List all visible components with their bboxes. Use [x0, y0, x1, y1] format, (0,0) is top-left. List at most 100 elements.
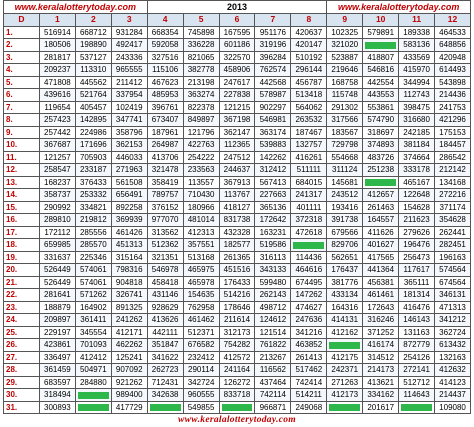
- column-header-month: 8: [290, 13, 328, 27]
- result-cell: 414131: [326, 313, 364, 327]
- result-cell: 209237: [38, 63, 76, 77]
- result-cell: 117617: [398, 263, 436, 277]
- result-cell: 214436: [434, 88, 471, 102]
- result-cell: 146143: [398, 313, 436, 327]
- result-cell: 224986: [74, 125, 112, 139]
- column-header-month: 9: [326, 13, 364, 27]
- result-cell: 196163: [434, 250, 471, 264]
- table-row: 16. 289810 219812 369939 977070 481014 831738 1…: [3, 213, 471, 227]
- result-cell: 279626: [398, 225, 436, 239]
- result-cell: 456381: [362, 275, 400, 289]
- result-cell: 145681: [326, 175, 364, 189]
- result-cell: 510192: [290, 50, 328, 64]
- result-cell: 125241: [110, 350, 148, 364]
- result-cell: 247617: [218, 75, 256, 89]
- table-row: 11. 121257 705903 446033 413706 254222 247512 1…: [3, 150, 471, 164]
- day-label: 23.: [3, 300, 40, 314]
- site-url-left[interactable]: www.keralalotterytoday.com: [3, 0, 148, 14]
- result-cell: 574564: [434, 263, 471, 277]
- result-cell: 578987: [254, 88, 292, 102]
- result-cell: 243512: [326, 188, 364, 202]
- result-cell: 960555: [182, 388, 220, 402]
- result-cell: 562651: [326, 250, 364, 264]
- result-cell: 516914: [38, 25, 76, 39]
- table-row: 14. 358737 253332 656491 789757 710430 113767 2…: [3, 188, 471, 202]
- table-row: 22. 281641 571262 326741 431146 154635 514216 2…: [3, 288, 471, 302]
- results-table: www.keralalotterytoday.com 2013 www.kera…: [3, 0, 471, 414]
- site-url-right[interactable]: www.keralalotterytoday.com: [326, 0, 471, 14]
- result-cell: 412657: [362, 188, 400, 202]
- result-cell: 300893: [38, 400, 76, 414]
- green-bar: [329, 404, 361, 412]
- result-cell: 833718: [218, 388, 256, 402]
- result-cell: 391738: [326, 213, 364, 227]
- result-cell: 244637: [218, 163, 256, 177]
- footer-site-url[interactable]: www.keralalotterytoday.com: [178, 415, 296, 425]
- blank-marker-cell: [74, 388, 112, 402]
- result-cell: 241164: [218, 363, 256, 377]
- column-header-month: 10: [362, 13, 400, 27]
- result-cell: 363274: [182, 88, 220, 102]
- result-cell: 334162: [362, 388, 400, 402]
- result-cell: 362153: [110, 138, 148, 152]
- result-cell: 574790: [362, 113, 400, 127]
- result-cell: 965555: [110, 63, 148, 77]
- result-cell: 176433: [218, 275, 256, 289]
- result-cell: 290992: [38, 200, 76, 214]
- table-row: 7. 119654 405457 102419 396761 822378 121215 90…: [3, 100, 471, 114]
- result-cell: 849897: [182, 113, 220, 127]
- result-cell: 326741: [110, 288, 148, 302]
- result-cell: 498712: [254, 300, 292, 314]
- column-header-month: 4: [146, 13, 184, 27]
- result-cell: 683597: [38, 375, 76, 389]
- table-row: 4. 209237 113310 965555 115106 382778 458906 76…: [3, 63, 471, 77]
- result-cell: 256473: [398, 250, 436, 264]
- result-cell: 154628: [398, 200, 436, 214]
- result-cell: 164557: [362, 213, 400, 227]
- green-bar: [365, 179, 397, 187]
- year-label: 2013: [146, 0, 328, 14]
- blank-marker-cell: [362, 38, 400, 52]
- result-cell: 513168: [182, 250, 220, 264]
- result-cell: 481014: [182, 213, 220, 227]
- result-cell: 798316: [110, 263, 148, 277]
- result-cell: 172643: [362, 300, 400, 314]
- result-cell: 227663: [254, 188, 292, 202]
- result-cell: 254222: [182, 150, 220, 164]
- result-cell: 412173: [326, 388, 364, 402]
- result-cell: 358796: [110, 125, 148, 139]
- result-cell: 132163: [434, 350, 471, 364]
- result-cell: 554668: [326, 150, 364, 164]
- blank-marker-cell: [74, 400, 112, 414]
- result-cell: 311124: [326, 163, 364, 177]
- day-label: 11.: [3, 150, 40, 164]
- result-cell: 121257: [38, 150, 76, 164]
- day-label: 5.: [3, 75, 40, 89]
- result-cell: 443553: [362, 88, 400, 102]
- result-cell: 365111: [398, 275, 436, 289]
- result-cell: 574061: [74, 275, 112, 289]
- result-cell: 416476: [398, 300, 436, 314]
- column-header-row: D 1 2 3 4 5 6 7 8 9 10 11 12: [3, 13, 471, 27]
- result-cell: 418807: [362, 50, 400, 64]
- day-label: 18.: [3, 238, 40, 252]
- result-cell: 362147: [218, 125, 256, 139]
- result-cell: 416174: [362, 338, 400, 352]
- table-row: 9. 257442 224986 358796 187961 121796 362147 36…: [3, 125, 471, 139]
- result-cell: 113767: [218, 188, 256, 202]
- result-cell: 362724: [434, 325, 471, 339]
- result-cell: 517462: [290, 363, 328, 377]
- result-cell: 346131: [434, 288, 471, 302]
- result-cell: 249068: [290, 400, 328, 414]
- result-cell: 442568: [254, 75, 292, 89]
- table-row: 23. 188879 164902 891325 928629 762958 178646 4…: [3, 300, 471, 314]
- result-cell: 546978: [146, 263, 184, 277]
- green-bar: [149, 404, 181, 412]
- result-cell: 172642: [254, 213, 292, 227]
- result-cell: 422763: [182, 138, 220, 152]
- title-row: www.keralalotterytoday.com 2013 www.kera…: [3, 0, 471, 14]
- result-cell: 354628: [434, 213, 471, 227]
- result-cell: 316680: [398, 113, 436, 127]
- table-row: 25. 229197 345554 412171 442111 512371 312173 1…: [3, 325, 471, 339]
- result-cell: 442111: [146, 325, 184, 339]
